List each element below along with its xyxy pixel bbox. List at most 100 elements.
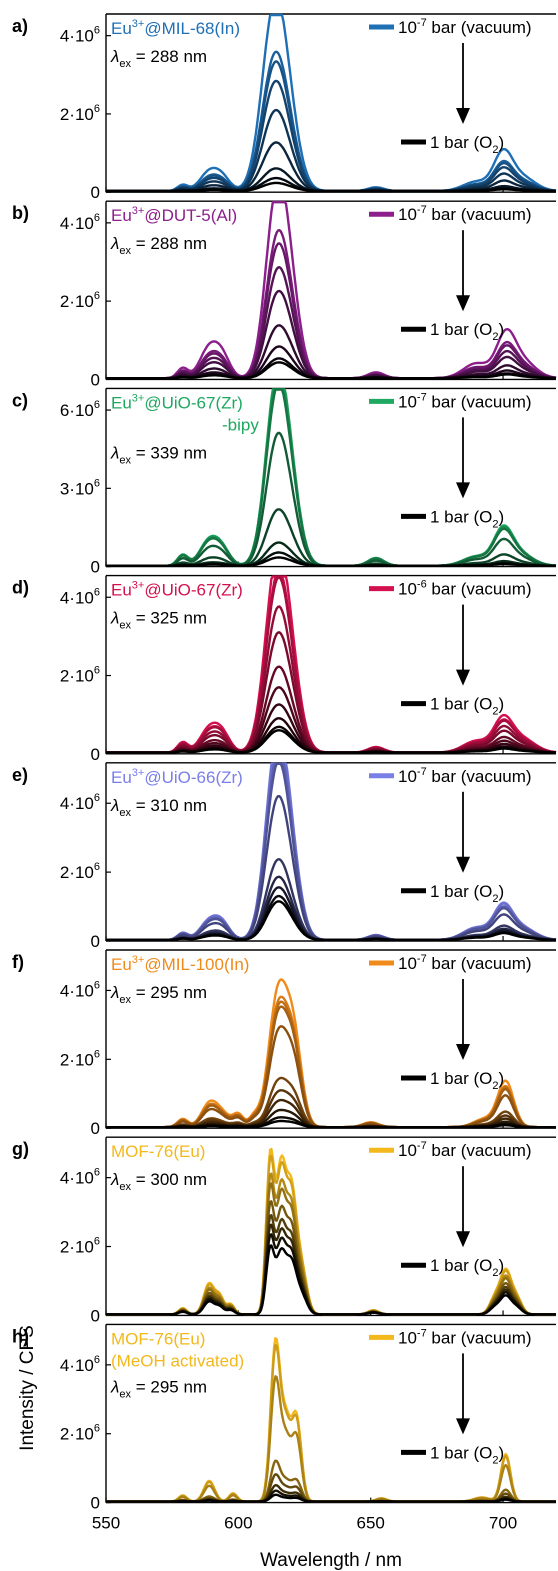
legend-oxygen-close: ): [498, 507, 504, 526]
sample-title-element: Eu: [111, 206, 132, 225]
excitation-wavelength: λex = 295 nm: [110, 1377, 207, 1400]
lambda-symbol: λ: [110, 234, 119, 253]
legend-oxygen-text: 1 bar (O: [430, 320, 492, 339]
spectrum-curve: [106, 900, 556, 942]
arrow-head: [456, 856, 470, 873]
panel-label: a): [12, 16, 28, 36]
spectrum-curve: [106, 795, 557, 942]
y-tick-mantissa: 6: [60, 401, 69, 420]
legend-oxygen-close: ): [498, 882, 504, 901]
y-tick-mantissa: 2: [60, 667, 69, 686]
y-tick-multiplier: ·10: [69, 1050, 94, 1069]
lambda-subscript: ex: [119, 58, 131, 70]
y-tick-exponent: 6: [94, 861, 100, 873]
legend-oxygen-text: 1 bar (O: [430, 507, 492, 526]
y-tick-label: 4·106: [60, 792, 100, 813]
spectrum-curve: [106, 1459, 556, 1503]
legend-oxygen-subscript: 2: [492, 1267, 498, 1279]
legend-label-oxygen: 1 bar (O2): [430, 1443, 504, 1466]
excitation-wavelength: λex = 325 nm: [110, 609, 207, 632]
y-tick-multiplier: ·10: [69, 401, 94, 420]
sample-title-charge: 3+: [132, 392, 145, 404]
legend-label-oxygen: 1 bar (O2): [430, 507, 504, 530]
sample-title-host: @UiO-66(Zr): [144, 768, 242, 787]
y-tick-exponent: 6: [94, 665, 100, 677]
spectrum-curve: [106, 13, 557, 193]
legend-oxygen-close: ): [498, 1443, 504, 1462]
legend-oxygen-close: ): [498, 133, 504, 152]
legend-label-oxygen: 1 bar (O2): [430, 1069, 504, 1092]
spectrum-curve: [106, 1119, 556, 1129]
spectrum-curve: [106, 361, 556, 380]
lambda-subscript: ex: [119, 807, 131, 819]
y-tick-mantissa: 2: [60, 292, 69, 311]
sample-title: Eu3+@DUT-5(Al): [111, 205, 237, 225]
y-tick-label: 0: [91, 558, 100, 577]
legend-pressure-unit: bar (vacuum): [427, 1141, 532, 1160]
y-axis-label: Intensity / CPS: [17, 1325, 38, 1451]
spectrum-curve: [106, 388, 557, 567]
y-tick-label: 2·106: [60, 1236, 100, 1257]
legend-oxygen-subscript: 2: [492, 518, 498, 530]
excitation-wavelength: λex = 288 nm: [110, 47, 207, 70]
legend-label-vacuum: 10-7 bar (vacuum): [398, 1140, 532, 1160]
legend-pressure-exponent: -7: [417, 1140, 427, 1152]
panel-label: d): [12, 578, 29, 598]
sample-title-element: Eu: [111, 955, 132, 974]
legend-label-vacuum: 10-7 bar (vacuum): [398, 1327, 532, 1347]
y-tick-exponent: 6: [94, 477, 100, 489]
excitation-value: = 300 nm: [131, 1170, 207, 1189]
legend-pressure-unit: bar (vacuum): [427, 767, 532, 786]
y-tick-label: 2·106: [60, 861, 100, 882]
sample-subtitle: (MeOH activated): [111, 1351, 244, 1370]
legend-oxygen-close: ): [498, 1256, 504, 1275]
y-tick-label: 0: [91, 932, 100, 951]
legend-label-oxygen: 1 bar (O2): [430, 882, 504, 905]
y-tick-label: 4·106: [60, 1167, 100, 1188]
lambda-symbol: λ: [110, 443, 119, 462]
spectrum-curve: [106, 995, 556, 1129]
legend-pressure-exponent: -6: [417, 579, 427, 591]
y-tick-exponent: 6: [94, 399, 100, 411]
y-tick-mantissa: 3: [60, 479, 69, 498]
legend-pressure-unit: bar (vacuum): [427, 954, 532, 973]
panel-label: c): [12, 390, 28, 410]
y-tick-label: 0: [91, 745, 100, 764]
sample-title-charge: 3+: [132, 767, 145, 779]
sample-title-charge: 3+: [132, 205, 145, 217]
spectrum-curve: [106, 50, 557, 193]
excitation-value: = 295 nm: [131, 983, 207, 1002]
excitation-value: = 325 nm: [131, 609, 207, 628]
sample-title-charge: 3+: [132, 18, 145, 30]
spectrum-curve: [106, 575, 557, 754]
y-tick-exponent: 6: [94, 979, 100, 991]
excitation-value: = 339 nm: [131, 443, 207, 462]
sample-title: MOF-76(Eu): [111, 1142, 205, 1161]
y-tick-exponent: 6: [94, 1423, 100, 1435]
legend-pressure-base: 10: [398, 1141, 417, 1160]
panel-label: f): [12, 952, 24, 972]
y-tick-multiplier: ·10: [69, 667, 94, 686]
y-tick-label: 2·106: [60, 1423, 100, 1444]
spectrum-curve: [106, 1000, 556, 1129]
y-tick-label: 2·106: [60, 665, 100, 686]
lambda-subscript: ex: [119, 454, 131, 466]
y-tick-label: 2·106: [60, 1048, 100, 1069]
spectrum-curve: [106, 60, 557, 193]
arrow-head: [456, 669, 470, 686]
y-tick-label: 0: [91, 1494, 100, 1513]
arrow-head: [456, 295, 470, 312]
panel-label: h): [12, 1326, 29, 1346]
panel-label: e): [12, 765, 28, 785]
y-tick-multiplier: ·10: [69, 1238, 94, 1257]
spectrum-curve: [106, 605, 557, 754]
x-tick-label: 700: [489, 1514, 517, 1533]
sample-title: Eu3+@MIL-100(In): [111, 954, 249, 974]
